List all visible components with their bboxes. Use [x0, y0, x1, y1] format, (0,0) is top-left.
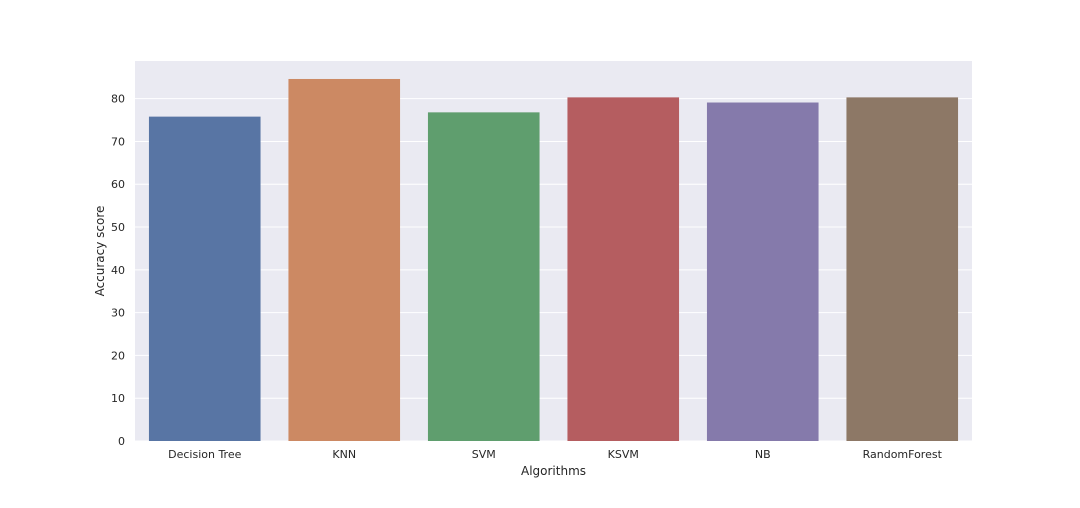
bar-svm	[427, 112, 540, 441]
x-tick-label: Decision Tree	[168, 448, 241, 461]
x-tick-label: NB	[755, 448, 771, 461]
x-axis-label: Algorithms	[521, 464, 586, 478]
y-tick-label: 40	[111, 264, 125, 277]
y-tick-label: 70	[111, 135, 125, 148]
bar-decision-tree	[148, 116, 261, 442]
y-tick-label: 20	[111, 349, 125, 362]
gridlines	[135, 98, 972, 442]
y-tick-label: 80	[111, 93, 125, 106]
x-tick-label: SVM	[472, 448, 496, 461]
x-tick-label: KNN	[332, 448, 356, 461]
y-tick-label: 10	[111, 392, 125, 405]
y-tick-label: 50	[111, 221, 125, 234]
y-axis-ticks: 0 10 20 30 40 50 60 70 80	[111, 93, 125, 448]
bar-knn	[288, 78, 401, 442]
y-tick-label: 60	[111, 178, 125, 191]
plot-area	[135, 61, 972, 441]
y-tick-label: 30	[111, 307, 125, 320]
x-tick-label: KSVM	[608, 448, 639, 461]
x-axis-ticks: Decision Tree KNN SVM KSVM NB RandomForest	[168, 448, 942, 461]
y-tick-label: 0	[118, 435, 125, 448]
bars	[148, 78, 959, 442]
bar-nb	[706, 102, 819, 442]
bar-randomforest	[846, 97, 959, 441]
y-axis-label: Accuracy score	[93, 206, 107, 297]
bar-ksvm	[567, 97, 680, 441]
x-tick-label: RandomForest	[863, 448, 943, 461]
